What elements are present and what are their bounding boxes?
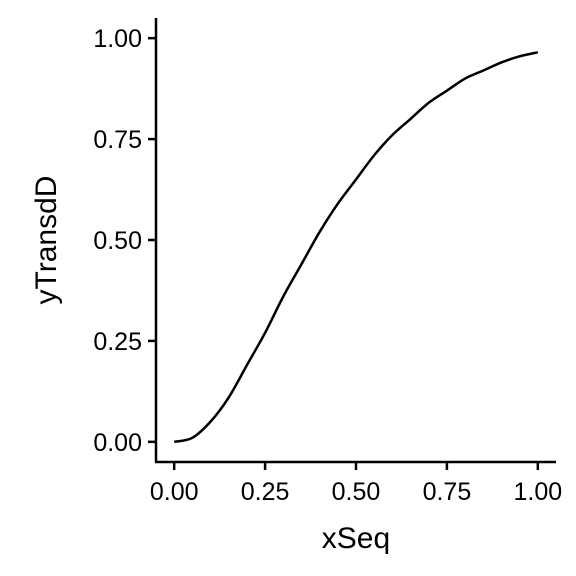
x-tick-label: 1.00 <box>513 478 562 506</box>
y-tick-label: 0.50 <box>93 227 142 255</box>
y-axis-title: yTransdD <box>30 176 63 305</box>
y-axis-ticks: 0.00 0.25 0.50 0.75 1.00 <box>93 25 156 457</box>
x-tick-label: 0.75 <box>423 478 472 506</box>
plot-area <box>173 51 539 444</box>
y-tick-label: 0.75 <box>93 126 142 154</box>
y-tick-label: 0.25 <box>93 328 142 356</box>
y-tick-label: 0.00 <box>93 429 142 457</box>
x-axis-ticks: 0.00 0.25 0.50 0.75 1.00 <box>150 462 562 506</box>
x-tick-label: 0.00 <box>150 478 199 506</box>
y-tick-label: 1.00 <box>93 25 142 53</box>
x-tick-label: 0.50 <box>332 478 381 506</box>
series-line <box>173 51 539 444</box>
x-tick-label: 0.25 <box>241 478 290 506</box>
x-axis-title: xSeq <box>322 522 390 555</box>
